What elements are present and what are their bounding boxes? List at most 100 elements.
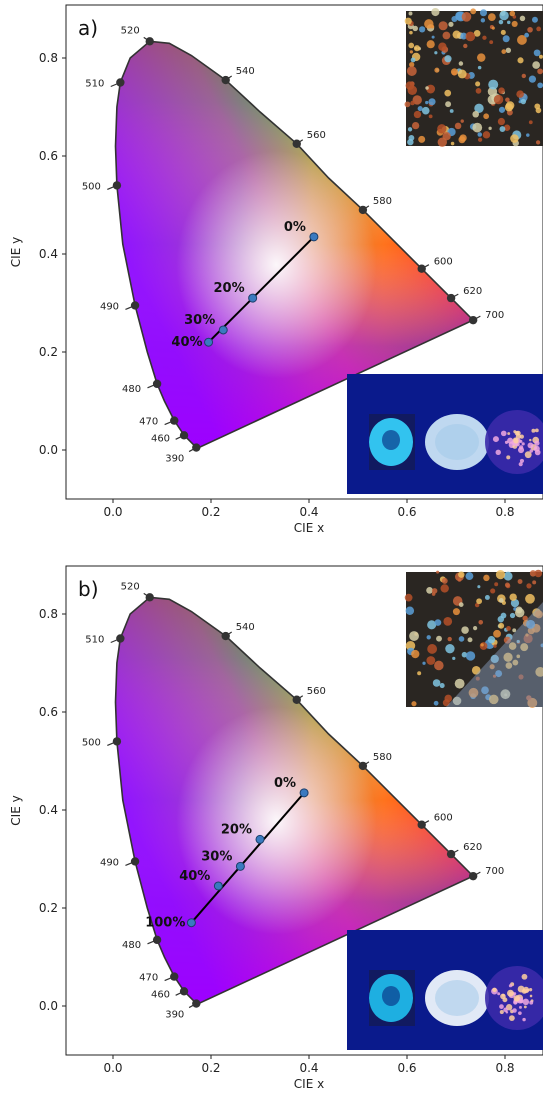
crystal-speck	[417, 671, 422, 676]
sample-violet-speck	[534, 428, 539, 433]
crystal-speck	[524, 32, 530, 38]
wavelength-marker	[221, 631, 230, 641]
crystal-speck	[506, 626, 511, 631]
wavelength-label: 500	[82, 181, 101, 192]
crystal-speck	[477, 65, 482, 70]
crystal-speck	[426, 656, 436, 665]
sample-violet-speck	[506, 455, 511, 460]
wavelength-label: 520	[121, 581, 140, 592]
crystal-speck	[536, 26, 541, 32]
crystal-speck	[412, 95, 422, 105]
crystal-speck	[526, 583, 532, 589]
wavelength-marker	[192, 999, 201, 1008]
sample-violet-speck	[502, 997, 508, 1003]
crystal-speck	[426, 587, 433, 594]
wavelength-label: 580	[373, 196, 392, 207]
crystal-speck	[410, 57, 416, 63]
crystal-speck	[426, 40, 435, 49]
y-tick-label: 0.6	[39, 149, 58, 163]
data-point	[235, 861, 245, 871]
crystal-speck	[437, 124, 447, 134]
data-point-label: 30%	[201, 849, 232, 864]
wavelength-marker	[145, 37, 154, 46]
crystal-speck	[443, 617, 453, 626]
data-point-label: 40%	[179, 869, 210, 884]
crystal-speck	[406, 66, 417, 76]
crystal-speck	[442, 31, 451, 40]
crystal-speck	[493, 629, 501, 638]
crystal-speck	[539, 54, 543, 59]
sample-violet-speck	[508, 984, 513, 988]
crystal-speck	[535, 107, 542, 114]
sample-violet-speck	[528, 987, 533, 992]
crystal-speck	[527, 26, 533, 33]
sample-violet-speck	[513, 430, 517, 434]
wavelength-marker	[446, 849, 456, 859]
crystal-speck	[509, 10, 516, 17]
crystal-speck	[474, 103, 484, 114]
crystal-speck	[457, 69, 467, 79]
crystal-speck	[498, 598, 504, 603]
crystal-speck	[471, 665, 481, 675]
crystal-speck	[516, 639, 520, 644]
sample-violet-speck	[500, 430, 507, 437]
wavelength-marker	[170, 972, 179, 981]
sample-violet-speck	[499, 1010, 504, 1015]
crystal-speck	[478, 619, 484, 625]
crystal-speck	[411, 121, 420, 130]
crystal-speck	[458, 571, 465, 578]
data-point-label: 30%	[184, 313, 215, 328]
wavelength-marker	[358, 205, 368, 215]
crystal-speck	[532, 61, 541, 69]
crystal-speck	[535, 140, 541, 145]
crystal-speck	[498, 622, 505, 629]
sample-violet-speck	[527, 442, 534, 449]
crystal-speck	[452, 656, 456, 661]
crystal-speck	[508, 642, 517, 650]
sample-violet-speck	[518, 462, 523, 467]
y-axis-label: CIE y	[9, 237, 23, 267]
sample-violet-speck	[529, 449, 533, 453]
crystal-speck	[428, 114, 433, 119]
data-point-label: 40%	[171, 335, 202, 350]
data-point-label: 20%	[221, 822, 252, 837]
crystal-speck	[472, 110, 479, 118]
crystal-speck	[434, 660, 444, 671]
crystal-speck	[458, 61, 464, 66]
wavelength-marker	[116, 78, 125, 87]
sample-violet-speck	[495, 449, 501, 456]
sample-violet-speck	[512, 1008, 517, 1013]
crystal-speck	[503, 652, 513, 662]
crystal-speck	[492, 674, 497, 678]
wavelength-marker	[130, 301, 140, 310]
data-point-label: 20%	[214, 281, 245, 296]
sample-violet-speck	[492, 987, 497, 993]
wavelength-marker	[152, 935, 162, 945]
x-tick-label: 0.6	[397, 1061, 416, 1075]
crystal-speck	[482, 131, 491, 139]
y-tick-label: 0.8	[39, 51, 58, 65]
crystal-speck	[504, 582, 510, 588]
crystal-speck	[431, 35, 435, 39]
crystal-speck	[520, 98, 527, 105]
sample-violet-speck	[497, 992, 501, 996]
sample-violet-speck	[519, 458, 525, 463]
crystal-speck	[499, 10, 509, 21]
crystal-speck	[427, 644, 438, 654]
crystal-speck	[484, 595, 490, 600]
crystal-speck	[473, 626, 478, 631]
crystal-speck	[409, 61, 415, 68]
crystal-speck	[522, 615, 528, 621]
series-line	[190, 792, 305, 924]
wavelength-marker	[358, 761, 368, 771]
crystal-speck	[505, 97, 510, 103]
crystal-speck	[408, 11, 413, 16]
sample-violet-speck	[522, 986, 530, 994]
crystal-speck	[482, 35, 487, 40]
crystal-speck	[438, 21, 448, 31]
crystal-speck	[417, 106, 423, 112]
sample-violet-speck	[529, 994, 533, 998]
crystal-speck	[467, 637, 473, 643]
sample-violet-speck	[534, 440, 540, 446]
sample-violet-speck	[521, 442, 525, 446]
